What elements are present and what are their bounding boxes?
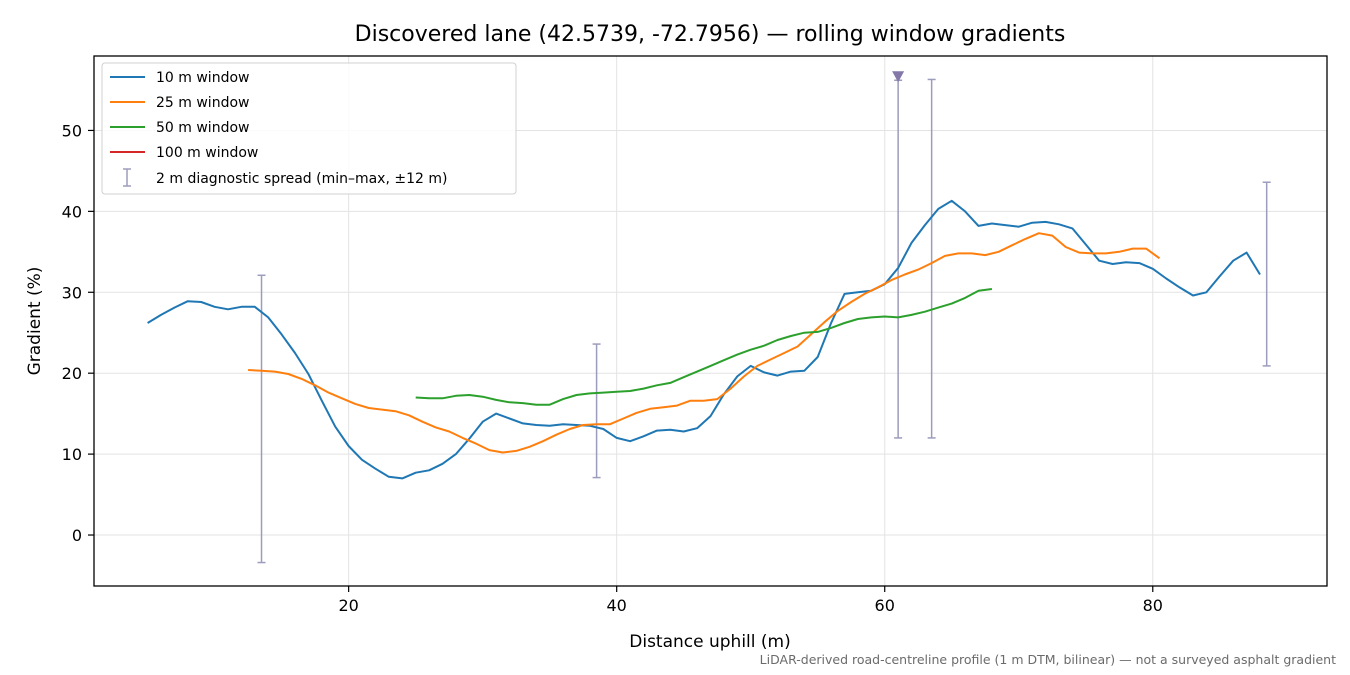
legend-box (101, 62, 517, 195)
spread-bar (257, 274, 266, 564)
plot-frame (93, 55, 1328, 587)
y-tick-label: 0 (72, 526, 82, 545)
spread-bar (894, 79, 903, 439)
y-tick-label: 30 (62, 283, 82, 302)
series-line-50-m-window (415, 288, 993, 406)
x-axis-label: Distance uphill (m) (629, 632, 790, 652)
series-line-25-m-window (248, 232, 1161, 454)
clip-markers (892, 71, 905, 83)
legend-swatch-spread (123, 168, 131, 187)
x-tick-label: 20 (338, 596, 358, 615)
y-tick-label: 20 (62, 364, 82, 383)
x-tick-label: 80 (1143, 596, 1163, 615)
x-tick-label: 60 (875, 596, 895, 615)
grid-lines (94, 56, 1327, 586)
legend-label-25m: 25 m window (156, 95, 249, 111)
y-tick-label: 10 (62, 445, 82, 464)
y-axis-ticks: 0 10 20 30 40 50 (62, 121, 94, 545)
footnote: LiDAR-derived road-centreline profile (1… (760, 652, 1336, 667)
legend-label-spread: 2 m diagnostic spread (min–max, ±12 m) (156, 171, 447, 187)
legend-label-10m: 10 m window (156, 70, 249, 86)
legend: 10 m window 25 m window 50 m window 100 … (101, 62, 517, 195)
chart-title: Discovered lane (42.5739, -72.7956) — ro… (355, 22, 1066, 47)
clipped-value-marker (892, 71, 905, 83)
diagnostic-spread-bars (257, 78, 1271, 564)
y-tick-label: 40 (62, 202, 82, 221)
x-axis-ticks: 20 40 60 80 (338, 586, 1163, 615)
series-line-10-m-window (147, 199, 1261, 480)
spread-bar (1262, 181, 1271, 367)
series-lines (147, 199, 1261, 480)
y-tick-label: 50 (62, 121, 82, 140)
legend-label-100m: 100 m window (156, 145, 258, 161)
spread-bar (592, 343, 601, 479)
x-tick-label: 40 (607, 596, 627, 615)
spread-bar (927, 78, 936, 439)
legend-label-50m: 50 m window (156, 120, 249, 136)
y-axis-label: Gradient (%) (25, 267, 45, 376)
